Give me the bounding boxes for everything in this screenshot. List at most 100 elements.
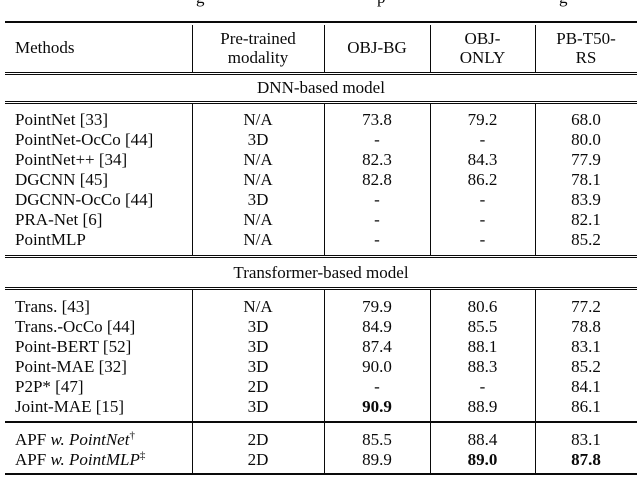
value-cell: 83.1 xyxy=(571,337,601,356)
method-cell: PointNet++ [34] xyxy=(15,150,128,169)
column-divider xyxy=(535,104,536,255)
column-divider xyxy=(324,104,325,255)
column-divider xyxy=(535,423,536,473)
value-cell: 68.0 xyxy=(571,110,601,129)
apf-section-rule xyxy=(5,421,637,423)
table-row: Joint-MAE [15] 3D 90.9 88.9 86.1 xyxy=(5,397,637,417)
method-cell: APF w. PointNet† xyxy=(15,429,135,449)
caption-fragment-row: gpg xyxy=(0,0,640,8)
table-row: PointNet++ [34] N/A 82.3 84.3 77.9 xyxy=(5,150,637,170)
column-divider xyxy=(192,25,193,72)
caption-descender: g xyxy=(196,0,205,6)
method-cell: PointNet-OcCo [44] xyxy=(15,130,154,149)
value-cell: N/A xyxy=(243,110,273,129)
column-divider xyxy=(430,290,431,421)
column-divider xyxy=(535,25,536,72)
value-cell: 77.9 xyxy=(571,150,601,169)
value-cell: - xyxy=(479,210,486,229)
value-cell: 3D xyxy=(247,190,269,209)
value-cell: 77.2 xyxy=(571,297,601,316)
column-divider xyxy=(430,104,431,255)
value-cell: 83.9 xyxy=(571,190,601,209)
value-cell: - xyxy=(479,377,486,396)
value-cell: 89.0 xyxy=(467,450,498,469)
table-row: APF w. PointMLP‡ 2D 89.9 89.0 87.8 xyxy=(5,450,637,470)
table-row: Point-BERT [52] 3D 87.4 88.1 83.1 xyxy=(5,337,637,357)
table-row: Trans.-OcCo [44] 3D 84.9 85.5 78.8 xyxy=(5,317,637,337)
value-cell: 82.3 xyxy=(362,150,392,169)
column-header: Methods xyxy=(15,38,75,57)
method-cell: P2P* [47] xyxy=(15,377,84,396)
value-cell: - xyxy=(479,130,486,149)
table-row: DGCNN [45] N/A 82.8 86.2 78.1 xyxy=(5,170,637,190)
method-cell: Point-MAE [32] xyxy=(15,357,127,376)
section-title-transformer: Transformer-based model xyxy=(233,262,409,282)
value-cell: 80.0 xyxy=(571,130,601,149)
value-cell: 88.9 xyxy=(467,397,498,416)
value-cell: 84.3 xyxy=(467,150,498,169)
column-divider xyxy=(430,423,431,473)
value-cell: - xyxy=(374,210,380,229)
method-cell: Joint-MAE [15] xyxy=(15,397,125,416)
value-cell: N/A xyxy=(243,230,273,249)
value-cell: - xyxy=(374,230,380,249)
method-cell: APF w. PointMLP‡ xyxy=(15,449,146,469)
column-header: OBJ- ONLY xyxy=(459,28,506,67)
column-divider xyxy=(324,290,325,421)
value-cell: 3D xyxy=(247,337,269,356)
method-cell: Trans. [43] xyxy=(15,297,90,316)
method-cell: PointMLP xyxy=(15,230,86,249)
value-cell: 82.1 xyxy=(571,210,601,229)
value-cell: N/A xyxy=(243,210,273,229)
column-header: OBJ-BG xyxy=(347,38,407,57)
table-top-rule xyxy=(5,21,637,23)
value-cell: - xyxy=(374,130,380,149)
value-cell: 80.6 xyxy=(467,297,498,316)
method-cell: PointNet [33] xyxy=(15,110,109,129)
table-row: PointNet-OcCo [44] 3D - - 80.0 xyxy=(5,130,637,150)
transformer-section-rule xyxy=(5,287,637,290)
header-bottom-rule xyxy=(5,72,637,75)
value-cell: 3D xyxy=(247,317,269,336)
value-cell: 87.4 xyxy=(362,337,392,356)
value-cell: 79.2 xyxy=(467,110,498,129)
column-divider xyxy=(192,104,193,255)
table-bottom-rule xyxy=(5,473,637,475)
value-cell: 85.2 xyxy=(571,357,601,376)
value-cell: 2D xyxy=(247,450,269,469)
table-row: PRA-Net [6] N/A - - 82.1 xyxy=(5,210,637,230)
value-cell: 79.9 xyxy=(362,297,392,316)
value-cell: 82.8 xyxy=(362,170,392,189)
method-cell: Trans.-OcCo [44] xyxy=(15,317,136,336)
value-cell: N/A xyxy=(243,170,273,189)
value-cell: 84.9 xyxy=(362,317,392,336)
method-cell: Point-BERT [52] xyxy=(15,337,132,356)
method-cell: DGCNN-OcCo [44] xyxy=(15,190,154,209)
value-cell: 90.0 xyxy=(362,357,392,376)
value-cell: - xyxy=(374,190,380,209)
value-cell: 83.1 xyxy=(571,430,601,449)
method-cell: PRA-Net [6] xyxy=(15,210,103,229)
value-cell: 88.4 xyxy=(467,430,498,449)
apf-rows: APF w. PointNet† 2D 85.5 88.4 83.1 APF w. Poi… xyxy=(5,423,637,473)
column-divider xyxy=(324,25,325,72)
caption-descender: p xyxy=(377,0,386,6)
value-cell: 2D xyxy=(247,430,269,449)
table-header-row: Methods Pre-trained modality OBJ-BG OBJ- ONLY… xyxy=(5,23,637,72)
value-cell: - xyxy=(479,230,486,249)
dnn-end-rule xyxy=(5,255,637,258)
dnn-section-rule xyxy=(5,101,637,104)
column-header: PB-T50- RS xyxy=(556,28,616,67)
transformer-rows: Trans. [43] N/A 79.9 80.6 77.2 Trans.-OcCo [4… xyxy=(5,290,637,421)
column-divider xyxy=(192,290,193,421)
value-cell: 88.1 xyxy=(467,337,498,356)
value-cell: 3D xyxy=(247,130,269,149)
value-cell: 87.8 xyxy=(571,450,601,469)
value-cell: 86.2 xyxy=(467,170,498,189)
value-cell: 85.5 xyxy=(467,317,498,336)
table-row: P2P* [47] 2D - - 84.1 xyxy=(5,377,637,397)
value-cell: 89.9 xyxy=(362,450,392,469)
value-cell: 78.8 xyxy=(571,317,601,336)
value-cell: - xyxy=(479,190,486,209)
